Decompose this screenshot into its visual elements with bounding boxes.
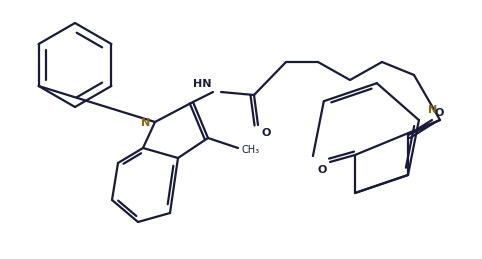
Text: HN: HN bbox=[192, 79, 211, 89]
Text: CH₃: CH₃ bbox=[241, 145, 259, 155]
Text: O: O bbox=[318, 165, 327, 175]
Text: N: N bbox=[428, 105, 437, 115]
Text: N: N bbox=[141, 118, 150, 128]
Text: O: O bbox=[261, 128, 270, 138]
Text: O: O bbox=[435, 108, 444, 118]
